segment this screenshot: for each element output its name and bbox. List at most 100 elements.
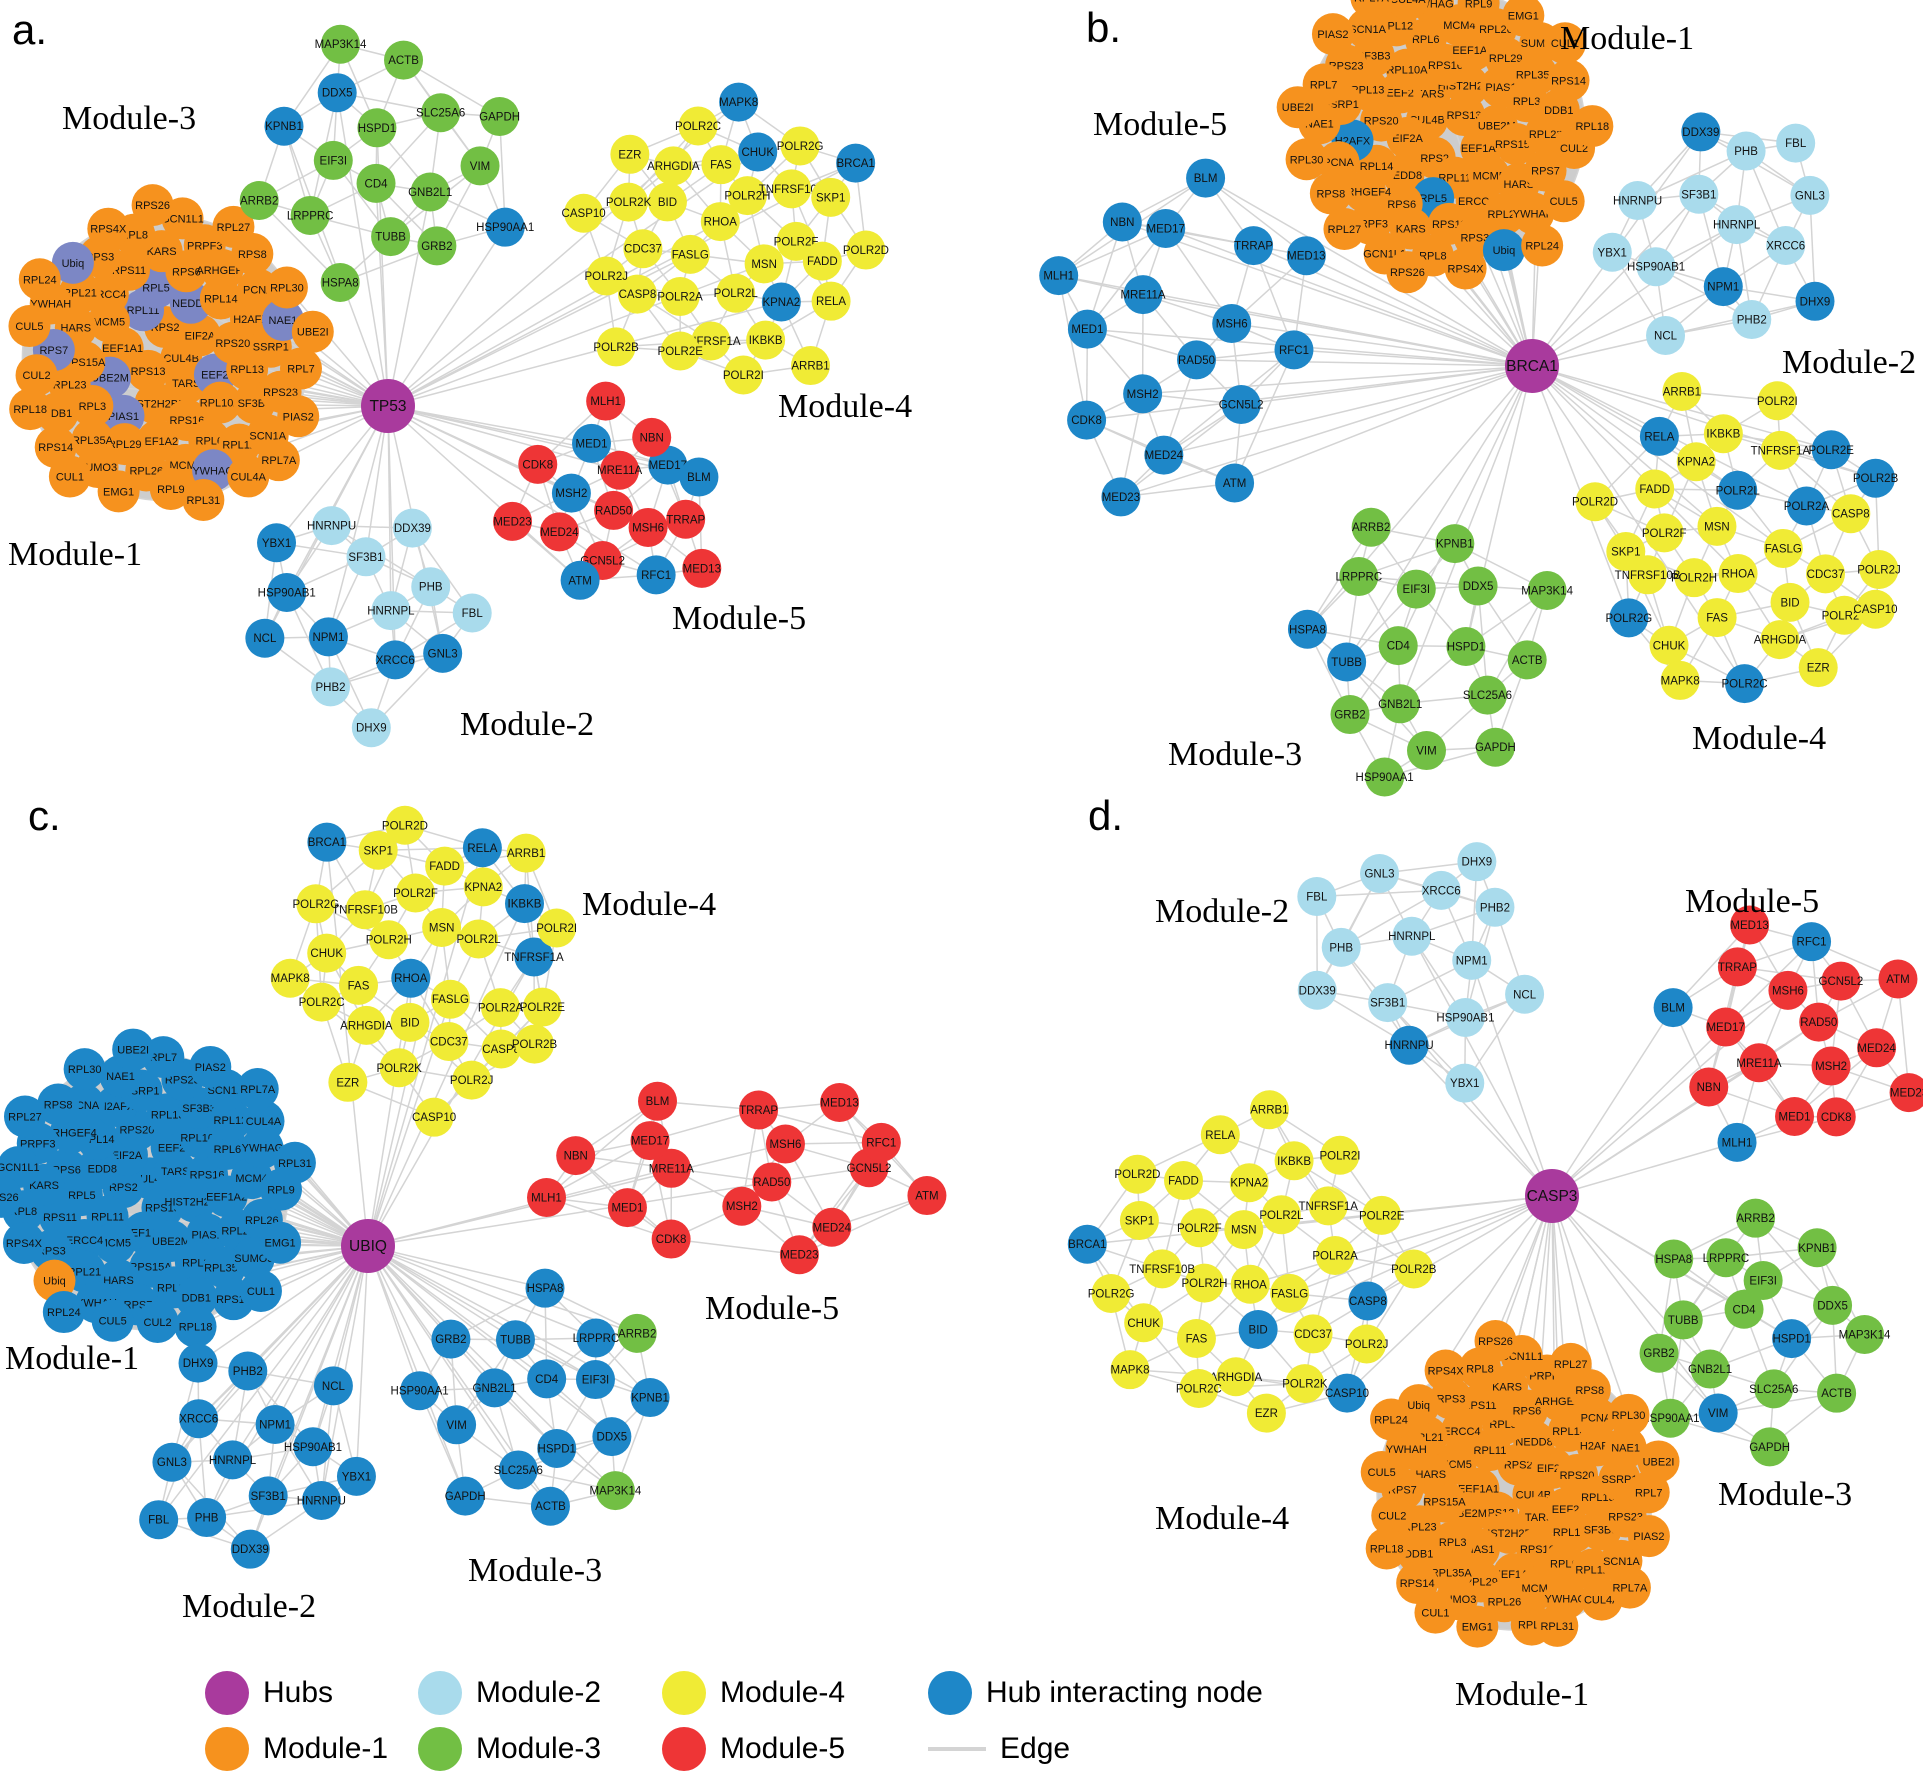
- node-label: RHOA: [704, 217, 738, 229]
- node-circle: [761, 282, 801, 322]
- node-CDC37: CDC37: [1293, 1314, 1333, 1354]
- node-FASLG: FASLG: [1270, 1273, 1310, 1313]
- node-RFC1: RFC1: [861, 1122, 901, 1162]
- node-RAD50: RAD50: [752, 1162, 792, 1202]
- node-SLC25A6: SLC25A6: [416, 93, 465, 133]
- node-circle: [178, 1343, 218, 1383]
- node-RPS14: RPS14: [1547, 59, 1590, 102]
- module-label: Module-3: [1718, 1476, 1853, 1513]
- node-circle: [1293, 1314, 1333, 1354]
- node-NCL: NCL: [313, 1366, 353, 1406]
- node-circle: [379, 1048, 419, 1088]
- node-circle: [575, 1360, 615, 1400]
- node-label: CHUK: [310, 948, 343, 960]
- node-label: BID: [400, 1017, 419, 1029]
- node-label: POLR2G: [1088, 1288, 1135, 1300]
- node-circle: [1571, 105, 1614, 148]
- node-label: RPL11: [1438, 173, 1471, 185]
- node-circle: [1475, 887, 1515, 927]
- node-circle: [651, 1219, 691, 1259]
- node-circle: [239, 181, 279, 221]
- node-label: POLR2C: [1722, 679, 1768, 691]
- node-RPS26: RPS26: [0, 1175, 23, 1218]
- node-label: MLH1: [1722, 1137, 1753, 1149]
- node-label: TARS: [1416, 88, 1445, 100]
- node-label: RPL7A: [261, 455, 297, 467]
- node-circle: [1811, 1046, 1851, 1086]
- node-POLR2H: POLR2H: [724, 176, 770, 216]
- node-label: YWHAG: [192, 465, 234, 477]
- node-circle: [411, 567, 451, 607]
- node-label: RPL12: [1575, 1565, 1609, 1577]
- node-circle: [1039, 256, 1079, 296]
- node-label: CUL2: [1378, 1511, 1406, 1523]
- node-label: RPS20: [215, 338, 250, 350]
- node-EMG1: EMG1: [259, 1221, 302, 1264]
- node-label: NAE1: [269, 315, 298, 327]
- node-label: GCN1L1: [0, 1162, 40, 1174]
- node-label: POLR2B: [1853, 473, 1899, 485]
- node-label: EMG1: [103, 486, 134, 498]
- node-circle: [1770, 582, 1810, 622]
- node-circle: [506, 833, 546, 873]
- node-circle: [846, 230, 886, 270]
- node-circle: [1224, 1210, 1264, 1250]
- node-label: CASP8: [1349, 1296, 1387, 1308]
- node-circle: [820, 1083, 860, 1123]
- node-POLR2B: POLR2B: [512, 1024, 558, 1064]
- node-circle: [630, 1121, 670, 1161]
- node-label: CDC37: [1294, 1329, 1332, 1341]
- node-circle: [1797, 1228, 1837, 1268]
- node-circle: [391, 958, 431, 998]
- node-circle: [1618, 180, 1658, 220]
- node-label: NPM1: [1456, 955, 1488, 967]
- node-label: POLR2H: [1671, 573, 1717, 585]
- node-circle: [1636, 247, 1676, 287]
- node-circle: [1662, 372, 1702, 412]
- node-VIM: VIM: [1698, 1393, 1738, 1433]
- node-label: POLR2D: [1114, 1169, 1160, 1181]
- node-label: CASP8: [619, 289, 657, 301]
- node-label: SCN1A: [1603, 1556, 1640, 1568]
- node-label: POLR2B: [512, 1039, 558, 1051]
- node-circle: [607, 1188, 647, 1228]
- node-label: RPS4X: [1448, 263, 1485, 275]
- node-label: BID: [658, 197, 677, 209]
- node-circle: [651, 1148, 691, 1188]
- node-circle: [339, 965, 379, 1005]
- node-CUL4A: CUL4A: [242, 1100, 285, 1143]
- node-label: TNFRSF1A: [1299, 1201, 1359, 1213]
- node-DDX39: DDX39: [230, 1529, 270, 1569]
- node-circle: [242, 1100, 285, 1143]
- node-label: VIM: [446, 1420, 466, 1432]
- node-label: HNRNPL: [367, 606, 415, 618]
- node-label: RPS26: [1478, 1336, 1513, 1348]
- node-label: NBN: [1110, 217, 1134, 229]
- node-label: DDX39: [394, 523, 431, 535]
- node-circle: [3, 1095, 46, 1138]
- node-label: H2AFX: [233, 314, 269, 326]
- node-CASP10: CASP10: [1853, 589, 1898, 629]
- node-label: RPL7: [287, 364, 315, 376]
- node-ATM: ATM: [1215, 463, 1255, 503]
- node-label: RPL30: [1612, 1410, 1646, 1422]
- node-circle: [1117, 1154, 1157, 1194]
- node-circle: [1229, 1163, 1269, 1203]
- node-label: RHOA: [394, 973, 428, 985]
- node-label: RPS6: [1513, 1405, 1542, 1417]
- node-label: DHX9: [183, 1358, 214, 1370]
- node-label: MRE11A: [1120, 290, 1165, 302]
- node-label: CHUK: [1127, 1318, 1160, 1330]
- node-label: RPL26: [129, 465, 163, 477]
- node-circle: [738, 132, 778, 172]
- node-RFC1: RFC1: [636, 555, 676, 595]
- node-circle: [1732, 300, 1772, 340]
- module-label: Module-5: [1685, 883, 1820, 920]
- module-label: Module-2: [460, 706, 595, 743]
- node-XRCC6: XRCC6: [375, 640, 415, 680]
- node-label: CD4: [1387, 641, 1411, 653]
- node-MED17: MED17: [1146, 208, 1186, 248]
- node-circle: [592, 1417, 632, 1457]
- node-circle: [1368, 983, 1408, 1023]
- hub-CASP3: CASP3: [1525, 1169, 1579, 1223]
